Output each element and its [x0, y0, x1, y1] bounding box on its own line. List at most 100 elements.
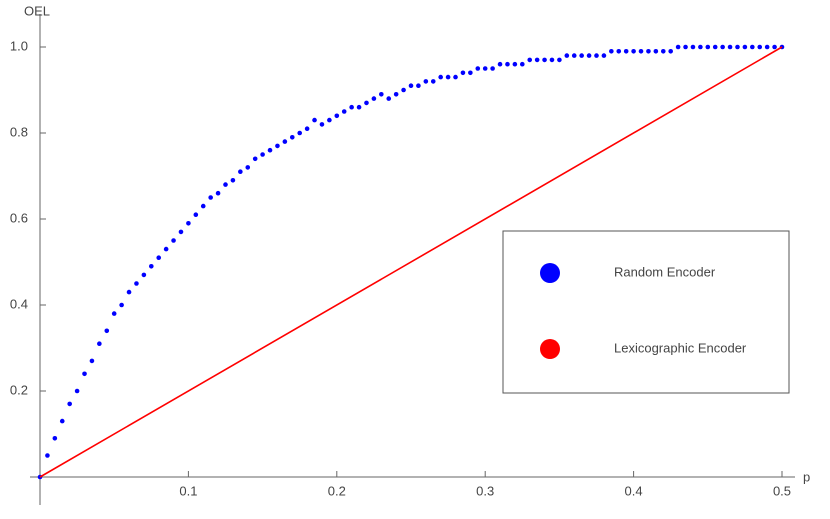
data-point: [698, 44, 703, 50]
data-point: [646, 49, 651, 54]
data-point: [764, 44, 770, 50]
data-point: [267, 147, 273, 153]
data-point: [89, 358, 95, 364]
data-point: [668, 49, 673, 54]
data-point: [609, 49, 614, 54]
data-point: [631, 49, 636, 54]
data-point: [379, 92, 384, 97]
data-point: [67, 401, 72, 407]
data-point: [393, 92, 399, 97]
data-point: [571, 53, 577, 58]
data-point: [341, 109, 347, 114]
data-point: [705, 44, 711, 50]
data-point: [59, 418, 65, 424]
y-tick-label: 0.6: [10, 210, 28, 225]
y-tick-label: 0.4: [10, 296, 28, 311]
data-point: [208, 195, 213, 200]
x-axis-label: p: [803, 469, 810, 484]
data-point: [260, 152, 265, 157]
data-point: [542, 57, 547, 63]
data-point: [520, 61, 525, 67]
data-point: [149, 264, 154, 269]
data-point: [445, 74, 451, 80]
data-point: [82, 371, 87, 377]
data-point: [230, 178, 236, 183]
data-point: [371, 96, 377, 101]
data-point: [356, 104, 362, 110]
data-point: [482, 66, 488, 71]
data-point: [238, 169, 243, 174]
data-point: [757, 44, 763, 50]
data-point: [750, 44, 755, 50]
data-point: [683, 44, 688, 50]
data-point: [141, 272, 147, 278]
data-point: [401, 87, 406, 93]
legend-marker: [540, 339, 560, 359]
data-point: [97, 341, 102, 347]
x-tick-label: 0.5: [773, 483, 791, 498]
data-point: [74, 388, 80, 394]
data-point: [126, 289, 132, 295]
data-point: [549, 57, 555, 63]
data-point: [438, 74, 443, 80]
data-point: [304, 126, 310, 131]
data-point: [453, 74, 458, 80]
legend-marker: [540, 263, 560, 283]
data-point: [289, 135, 295, 140]
data-point: [557, 57, 562, 63]
data-point: [660, 49, 666, 54]
data-point: [653, 49, 659, 54]
y-tick-label: 0.8: [10, 124, 28, 139]
data-point: [171, 238, 176, 243]
y-tick-label: 1.0: [10, 38, 28, 53]
data-point: [200, 203, 206, 209]
x-tick-label: 0.1: [179, 483, 197, 498]
data-point: [512, 61, 518, 67]
data-point: [675, 44, 681, 50]
data-point: [282, 139, 288, 144]
data-point: [727, 44, 733, 50]
data-point: [772, 44, 777, 50]
data-point: [364, 100, 369, 106]
data-point: [416, 83, 421, 88]
data-point: [586, 53, 592, 58]
data-point: [534, 57, 540, 63]
data-point: [408, 83, 414, 88]
data-point: [186, 221, 191, 226]
data-point: [163, 246, 169, 252]
data-point: [616, 49, 622, 54]
data-point: [690, 44, 696, 50]
data-point: [245, 165, 251, 170]
data-point: [156, 255, 162, 260]
data-point: [52, 436, 58, 441]
y-tick-label: 0.2: [10, 382, 28, 397]
data-point: [468, 70, 473, 76]
x-tick-label: 0.3: [476, 483, 494, 498]
data-point: [319, 122, 325, 127]
data-point: [460, 70, 466, 76]
data-point: [638, 49, 644, 54]
data-point: [490, 66, 495, 71]
data-point: [505, 61, 510, 67]
data-point: [45, 453, 50, 458]
data-point: [430, 79, 436, 84]
data-point: [623, 49, 629, 54]
data-point: [386, 96, 392, 101]
data-point: [327, 117, 332, 123]
data-point: [475, 66, 481, 71]
data-point: [720, 44, 725, 50]
y-axis-label: OEL: [24, 3, 50, 18]
data-point: [119, 302, 124, 308]
data-point: [594, 53, 599, 58]
data-point: [215, 190, 221, 196]
line-series: [39, 46, 783, 478]
data-point: [601, 53, 607, 58]
legend-label: Random Encoder: [614, 264, 716, 279]
data-point: [349, 104, 354, 110]
data-point: [275, 143, 280, 149]
data-point: [178, 229, 184, 235]
data-point: [742, 44, 748, 50]
data-point: [223, 182, 228, 187]
data-point: [193, 212, 199, 217]
